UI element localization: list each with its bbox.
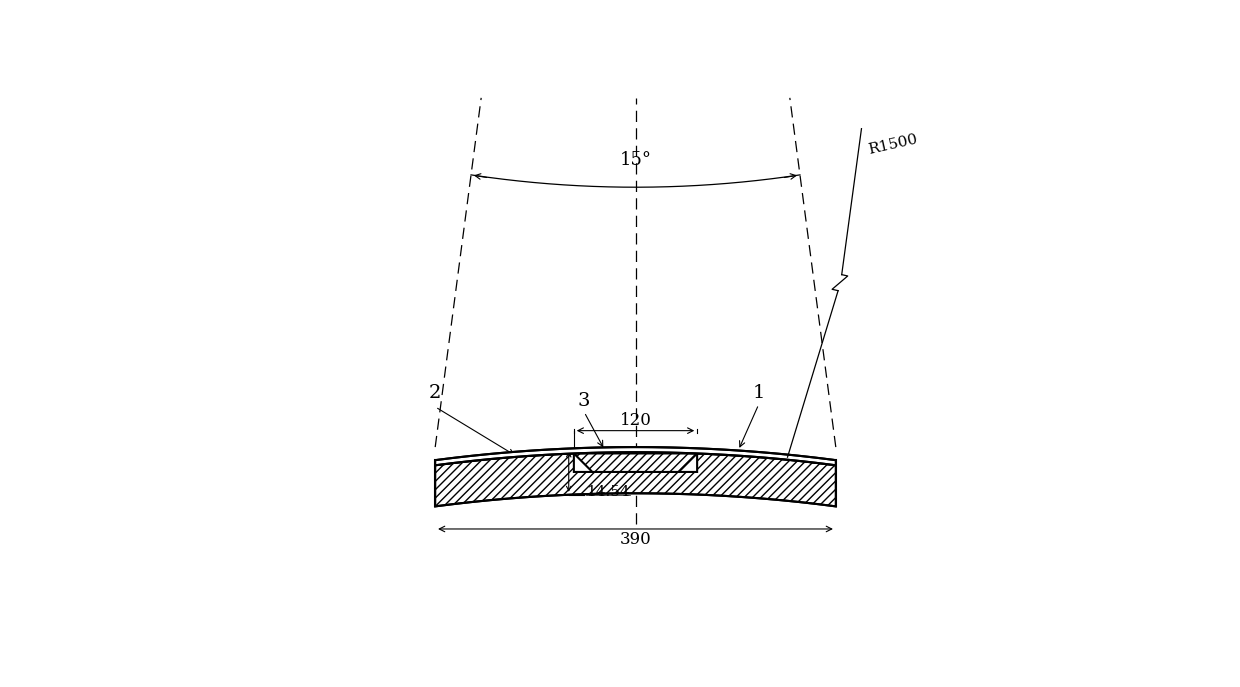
Text: 3: 3 — [578, 392, 590, 410]
Text: 390: 390 — [620, 531, 651, 548]
Text: 14.54: 14.54 — [587, 484, 630, 499]
Text: 120: 120 — [620, 412, 651, 429]
Polygon shape — [574, 453, 697, 472]
Text: 15°: 15° — [620, 150, 651, 169]
Polygon shape — [435, 453, 836, 506]
Text: R1500: R1500 — [867, 132, 919, 157]
Polygon shape — [435, 447, 836, 465]
Text: 1: 1 — [753, 384, 765, 402]
Text: 2: 2 — [429, 384, 441, 402]
